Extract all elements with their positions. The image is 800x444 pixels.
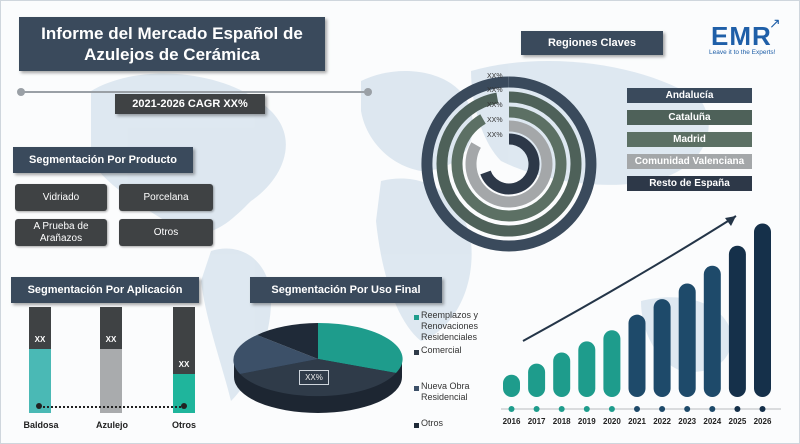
end-use-segment-header: Segmentación Por Uso Final [250,277,442,303]
application-dot-right [181,403,187,409]
product-item-vidriado: Vidriado [15,184,107,211]
growth-year-label-2016: 2016 [503,417,521,426]
growth-dot-2025 [734,406,741,412]
application-segment-header: Segmentación Por Aplicación [11,277,199,303]
cagr-badge: 2021-2026 CAGR XX% [115,94,265,114]
growth-dot-2023 [684,406,691,412]
region-ring-1 [436,91,582,237]
growth-bar-2022 [653,299,671,397]
growth-year-label-2025: 2025 [729,417,747,426]
growth-bar-2021 [628,314,646,397]
growth-bar-2025 [728,245,746,397]
growth-dot-2026 [759,406,766,412]
growth-dot-2017 [533,406,540,412]
growth-dot-2021 [634,406,640,412]
regions-header: Regiones Claves [521,31,663,55]
region-value-label-1: XX% [487,87,503,94]
page-title: Informe del Mercado Español de Azulejos … [19,17,325,71]
legend-nueva-obra: Nueva Obra Residencial [421,381,470,402]
application-label-azulejo: Azulejo [95,420,128,430]
product-segment-header: Segmentación Por Producto [13,147,193,173]
growth-bar-2016 [503,374,520,397]
region-rings [421,76,597,252]
legend-swatch-nueva-obra [414,386,419,391]
growth-year-label-2019: 2019 [578,417,596,426]
growth-year-label-2021: 2021 [628,417,646,426]
region-value-label-2: XX% [487,102,503,109]
application-bar-label-baldosa: XX [34,335,46,344]
region-value-label-0: XX% [487,73,503,80]
application-bar-label-otros: XX [178,360,190,369]
legend-swatch-comercial [414,350,419,355]
region-value-label-4: XX% [487,132,503,139]
pie-slice-comercial [240,359,396,397]
pie-slice-reemplazos [318,322,403,373]
growth-dot-2019 [583,406,590,412]
region-label-4: Resto de España [627,176,752,191]
logo-arrow-icon: ↗ [769,15,781,31]
title-divider-line [21,91,369,93]
growth-dot-2022 [659,406,666,412]
growth-year-label-2020: 2020 [603,417,621,426]
pie-slice-otros [257,323,318,359]
end-use-pie-chart [233,322,403,413]
pie-slice-nueva-obra [233,335,318,374]
application-label-baldosa: Baldosa [23,420,59,430]
growth-bar-2024 [703,265,721,397]
growth-trend-arrow [522,215,737,342]
growth-bar-2018 [553,352,571,397]
application-label-otros: Otros [171,420,196,430]
legend-reemplazos: Reemplazos y Renovaciones Residenciales [421,310,479,342]
application-bar-fill-azulejo [100,349,122,413]
growth-trend-arrowhead [725,216,736,226]
region-label-3: Comunidad Valenciana [627,154,752,169]
growth-bar-2023 [678,283,696,397]
pie-center-label: XX% [299,370,329,385]
growth-dot-2016 [508,406,515,412]
logo-tagline: Leave it to the Experts! [709,49,776,56]
legend-swatch-reemplazos [414,315,419,320]
growth-dot-2020 [608,406,615,412]
region-ring-4 [480,133,540,195]
application-bar-fill-baldosa [29,349,51,413]
region-ring-2 [451,106,567,222]
region-label-2: Madrid [627,132,752,147]
legend-otros: Otros [421,418,444,428]
growth-bar-2020 [603,330,621,397]
divider-dot-right [364,88,372,96]
region-label-1: Cataluña [627,110,752,125]
growth-bar-2019 [578,341,596,397]
emr-logo: EMR ↗ Leave it to the Experts! [707,15,793,61]
growth-year-label-2026: 2026 [754,417,772,426]
region-ring-3 [465,120,553,208]
growth-dot-2018 [558,406,565,412]
product-item-porcelana: Porcelana [119,184,213,211]
region-value-label-3: XX% [487,117,503,124]
product-item-otros: Otros [119,219,213,246]
region-label-0: Andalucía [627,88,752,103]
application-bar-label-azulejo: XX [105,335,117,344]
growth-year-label-2024: 2024 [703,417,721,426]
growth-year-label-2022: 2022 [653,417,671,426]
logo-text: EMR [711,21,772,51]
application-bar-fill-otros [173,374,195,413]
application-dot-left [36,403,42,409]
application-dotted-line [39,406,185,408]
growth-bar-2017 [528,363,546,397]
growth-bar-2026 [754,223,771,397]
legend-swatch-otros [414,423,419,428]
region-ring-0 [421,76,597,252]
market-growth-bar-chart: 2016 2017 2018 2019 2020 2021 2022 2023 2024 2025… [501,215,781,426]
growth-year-label-2018: 2018 [553,417,571,426]
legend-comercial: Comercial [421,345,462,355]
growth-year-label-2017: 2017 [528,417,546,426]
product-item-a-prueba-de-aranazos: A Prueba de Arañazos [15,219,107,246]
growth-year-label-2023: 2023 [678,417,696,426]
divider-dot-left [17,88,25,96]
growth-dot-2024 [709,406,716,412]
